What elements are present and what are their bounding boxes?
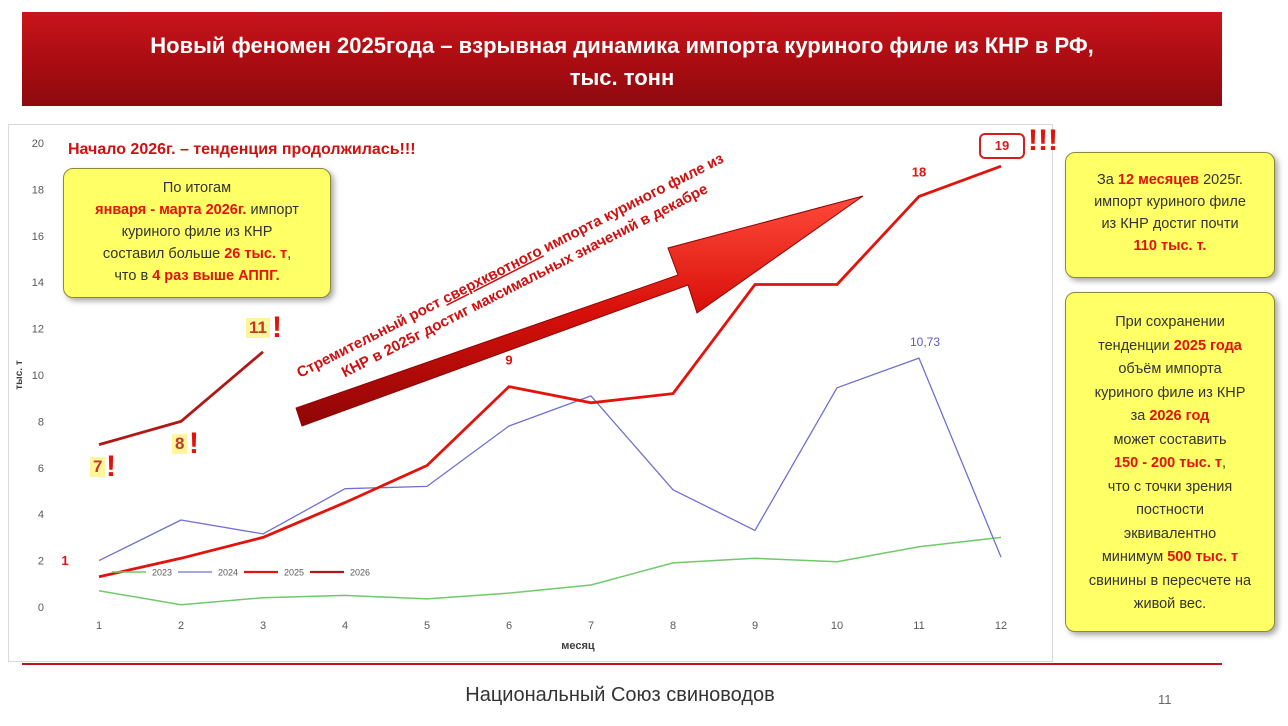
badge-11: 11 — [246, 318, 270, 338]
q1-2026-box: По итогам января - марта 2026г. импорт к… — [63, 168, 331, 298]
footer-divider — [22, 663, 1222, 665]
y-axis-title: тыс. т — [14, 360, 25, 390]
annual-2025-box: За 12 месяцев 2025г. импорт куриного фил… — [1065, 152, 1275, 278]
x-tick-label: 9 — [752, 620, 758, 632]
trend-arrow — [295, 195, 864, 427]
bang-11: ! — [272, 311, 282, 344]
series-line-2025 — [98, 164, 1002, 579]
y-tick-label: 2 — [38, 556, 44, 568]
legend-label-2026: 2026 — [350, 568, 370, 578]
data-label-2025-1: 1 — [61, 553, 68, 568]
y-tick-label: 12 — [32, 324, 44, 336]
y-tick-label: 4 — [38, 509, 44, 521]
x-tick-label: 3 — [260, 620, 266, 632]
title-line-1: Новый феномен 2025года – взрывная динами… — [150, 33, 1094, 58]
title-line-2: тыс. тонн — [569, 65, 675, 90]
x-tick-label: 7 — [588, 620, 594, 632]
page-number: 11 — [1158, 692, 1172, 707]
x-tick-label: 6 — [506, 620, 512, 632]
y-tick-label: 6 — [38, 463, 44, 475]
x-tick-label: 11 — [913, 620, 924, 632]
legend-label-2023: 2023 — [152, 568, 172, 578]
x-tick-label: 8 — [670, 620, 676, 632]
y-tick-label: 10 — [32, 370, 44, 382]
y-tick-label: 14 — [32, 277, 44, 289]
badge-19: 19 — [979, 133, 1025, 159]
y-tick-label: 0 — [38, 602, 44, 614]
x-tick-label: 2 — [178, 620, 184, 632]
y-tick-label: 8 — [38, 416, 44, 428]
badge-7: 7 — [90, 457, 106, 477]
forecast-2026-box: При сохранении тенденции 2025 года объём… — [1065, 292, 1275, 632]
title-banner: Новый феномен 2025года – взрывная динами… — [22, 12, 1222, 106]
y-tick-label: 16 — [32, 231, 44, 243]
footer-text: Национальный Союз свиноводов — [465, 684, 775, 706]
x-tick-label: 10 — [831, 620, 843, 632]
x-axis-title: месяц — [561, 640, 595, 652]
x-tick-label: 4 — [342, 620, 348, 632]
bang-7: ! — [106, 450, 116, 483]
y-tick-label: 18 — [32, 184, 44, 196]
series-line-2023 — [98, 536, 1002, 606]
x-tick-label: 5 — [424, 620, 430, 632]
series-line-2024 — [98, 357, 1002, 562]
data-label-2025-11: 18 — [912, 164, 926, 179]
arrow-caption-line-2: КНР в 2025г достиг максимальных значений… — [339, 181, 711, 382]
data-label-2025-6: 9 — [505, 353, 512, 368]
y-tick-label: 20 — [32, 138, 44, 150]
series-line-2026 — [98, 350, 264, 446]
badge-8: 8 — [172, 434, 188, 454]
x-tick-label: 1 — [96, 620, 102, 632]
bang-19: !!! — [1028, 124, 1058, 157]
x-tick-label: 12 — [995, 620, 1007, 632]
top-note: Начало 2026г. – тенденция продолжилась!!… — [68, 141, 416, 158]
legend-label-2025: 2025 — [284, 568, 304, 578]
legend-label-2024: 2024 — [218, 568, 238, 578]
bang-8: ! — [189, 427, 199, 460]
data-label-2024-11: 10,73 — [910, 335, 940, 349]
